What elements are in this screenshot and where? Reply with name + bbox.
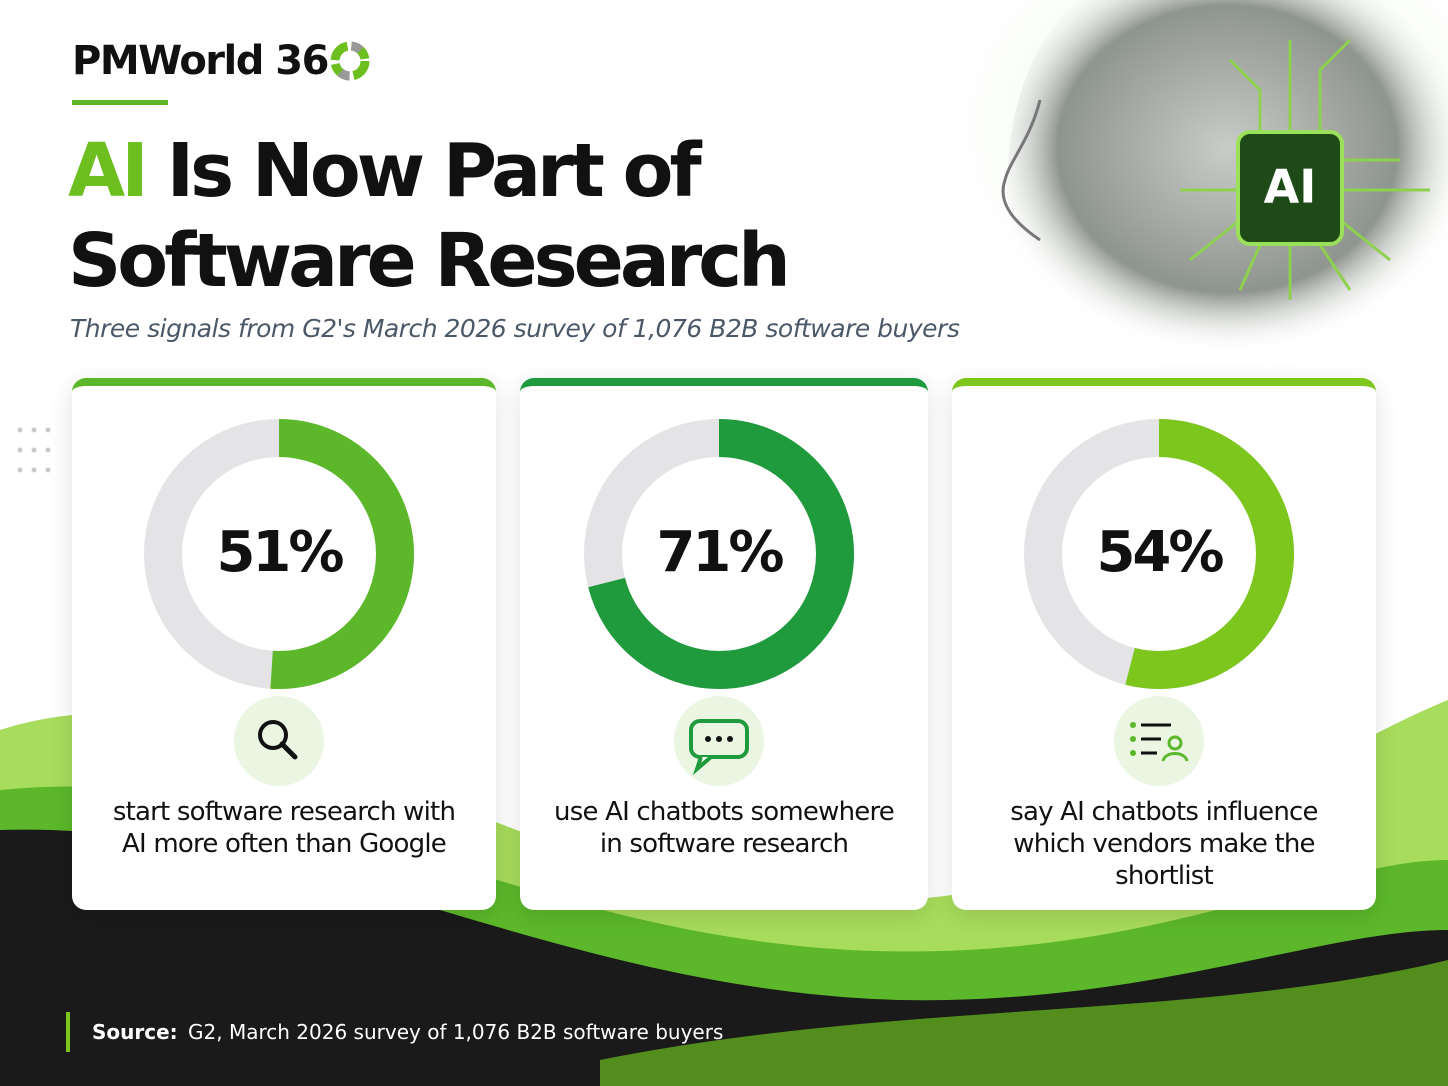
brand-name: PMWorld 36 <box>72 38 329 84</box>
brand: PMWorld 36 <box>72 38 372 84</box>
circuit <box>1180 38 1430 300</box>
icon <box>258 720 298 760</box>
face-art <box>1007 0 1448 373</box>
ai-chip <box>1236 130 1344 246</box>
icon <box>689 719 749 776</box>
caption: say AI chatbots influence which vendors … <box>1010 797 1318 891</box>
donut-arc <box>1024 419 1294 689</box>
donut-value-label: 54% <box>1096 520 1223 585</box>
caption: use AI chatbots somewhere in software re… <box>554 797 895 859</box>
brand-logo <box>330 41 370 81</box>
donut-chart: 54% <box>1024 419 1294 786</box>
footer: Source: G2, March 2026 survey of 1,076 B… <box>66 1012 723 1052</box>
subtitle: Three signals from G2's March 2026 surve… <box>70 314 960 343</box>
donut-value-label: 71% <box>656 520 783 585</box>
title-line2: Software Research <box>68 218 791 304</box>
donut-arc <box>584 419 854 689</box>
card: 54% say AI chatbots influence which vendo… <box>952 378 1376 910</box>
caption: start software research with AI more oft… <box>112 797 456 859</box>
card: 71% use AI chatbots somewhere in software… <box>520 378 928 910</box>
title-line1: Is Now Part of <box>166 128 702 214</box>
icon <box>1130 722 1189 762</box>
source-text: G2, March 2026 survey of 1,076 B2B softw… <box>188 1020 724 1044</box>
icon-bg <box>234 696 324 786</box>
title: AI Is Now Part of Software Research <box>68 126 791 306</box>
source-label: Source: <box>92 1020 178 1044</box>
donut-arc <box>144 419 414 689</box>
donut-chart: 71% <box>584 419 854 786</box>
title-highlight: AI <box>68 128 149 214</box>
card: 51% start software research with AI more … <box>72 378 496 910</box>
donut-value-label: 51% <box>216 520 343 585</box>
icon-bg <box>1114 696 1204 786</box>
donut-chart: 51% <box>144 419 414 786</box>
brand-underline <box>72 100 168 105</box>
